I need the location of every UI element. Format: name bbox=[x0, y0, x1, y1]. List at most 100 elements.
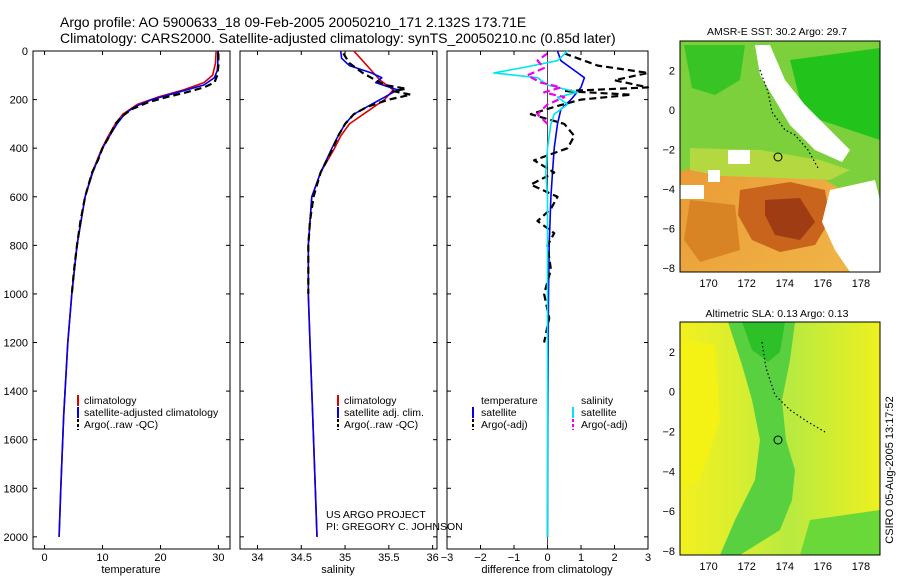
axis-ticks: 0 10 20 30020040060080010001200140016001800… bbox=[4, 46, 871, 573]
sla-green-southeast bbox=[800, 510, 880, 555]
depth-tick-label: 1400 bbox=[4, 386, 28, 398]
legend-label-satellite: satellite-adjusted climatology bbox=[84, 407, 219, 419]
sst-bright-green-patch bbox=[790, 48, 880, 140]
temperature-legend: climatology satellite-adjusted climatolo… bbox=[77, 395, 219, 431]
series-line-salinity-satellite bbox=[493, 50, 579, 537]
sla-map bbox=[680, 322, 880, 555]
salinity-panel-frame bbox=[239, 50, 438, 550]
sst-missing-data-strip bbox=[755, 45, 850, 162]
legend-label-climatology: climatology bbox=[84, 395, 137, 407]
salinity-curves bbox=[307, 50, 412, 537]
legend-label-temp-satellite: satellite bbox=[481, 407, 517, 419]
legend-label-sal-satellite: satellite bbox=[581, 407, 617, 419]
series-line-climatology bbox=[58, 50, 217, 537]
sst-map-y-tick-label: −2 bbox=[662, 145, 675, 157]
sst-map-frame bbox=[679, 40, 881, 273]
temperature-x-tick-label: 20 bbox=[154, 552, 166, 564]
depth-tick-label: 1600 bbox=[4, 435, 28, 447]
depth-tick-label: 2000 bbox=[4, 532, 28, 544]
sla-map-y-tick-label: 0 bbox=[669, 387, 675, 399]
depth-tick-label: 1200 bbox=[4, 338, 28, 350]
temperature-curves bbox=[58, 50, 220, 537]
temperature-panel-frame bbox=[32, 50, 231, 550]
legend-label-argo: Argo(..raw -QC) bbox=[84, 419, 158, 431]
depth-tick-label: 600 bbox=[10, 192, 28, 204]
sst-missing-data-patch bbox=[708, 170, 720, 182]
legend-label-climatology: climatology bbox=[344, 395, 397, 407]
sla-map-x-tick-label: 172 bbox=[737, 561, 755, 573]
float-position-marker bbox=[773, 152, 783, 162]
sla-map-x-tick-label: 178 bbox=[852, 561, 870, 573]
sst-map bbox=[680, 41, 880, 272]
sst-bright-green-patch-west bbox=[684, 45, 745, 95]
depth-tick-label: 400 bbox=[10, 143, 28, 155]
sst-map-x-tick-label: 174 bbox=[776, 278, 794, 290]
sst-map-y-tick-label: −8 bbox=[662, 263, 675, 275]
salinity-x-tick-label: 34 bbox=[251, 552, 263, 564]
figure-title-line2: Climatology: CARS2000. Satellite-adjuste… bbox=[60, 30, 616, 46]
legend-label-satellite: satellite adj. clim. bbox=[344, 407, 424, 419]
island-markers bbox=[761, 341, 826, 433]
sst-missing-data-patch bbox=[680, 185, 704, 199]
legend-header-salinity: salinity bbox=[581, 395, 614, 407]
difference-legend: temperature satellite Argo(-adj) salinit… bbox=[472, 395, 628, 431]
temperature-axis-label: temperature bbox=[101, 564, 160, 576]
sst-map-x-tick-label: 172 bbox=[737, 278, 755, 290]
depth-tick-label: 0 bbox=[22, 46, 28, 58]
sla-map-x-tick-label: 170 bbox=[699, 561, 717, 573]
difference-x-tick-label: −2 bbox=[474, 552, 487, 564]
difference-x-tick-label: 1 bbox=[578, 552, 584, 564]
salinity-x-tick-label: 34.5 bbox=[291, 552, 312, 564]
temperature-x-tick-label: 10 bbox=[96, 552, 108, 564]
difference-x-tick-label: 3 bbox=[645, 552, 651, 564]
sla-map-y-tick-label: −4 bbox=[662, 466, 675, 478]
creation-timestamp: CSIRO 05-Aug-2005 13:17:52 bbox=[884, 396, 896, 543]
sst-warm-southwest bbox=[684, 200, 740, 262]
sla-map-title: Altimetric SLA: 0.13 Argo: 0.13 bbox=[706, 308, 849, 320]
difference-x-tick-label: 0 bbox=[544, 552, 550, 564]
project-credit-line2: PI: GREGORY C. JOHNSON bbox=[326, 521, 463, 533]
legend-label-temp-argo: Argo(-adj) bbox=[481, 419, 528, 431]
temperature-x-tick-label: 0 bbox=[42, 552, 48, 564]
salinity-x-tick-label: 35.5 bbox=[378, 552, 399, 564]
sla-map-x-tick-label: 174 bbox=[776, 561, 794, 573]
sst-map-y-tick-label: 2 bbox=[669, 66, 675, 78]
sla-map-x-tick-label: 176 bbox=[814, 561, 832, 573]
difference-curves bbox=[493, 50, 650, 549]
figure-title-line1: Argo profile: AO 5900633_18 09-Feb-2005 … bbox=[60, 14, 527, 30]
sla-green-band bbox=[720, 322, 795, 555]
sst-map-x-tick-label: 178 bbox=[852, 278, 870, 290]
island-markers bbox=[759, 69, 819, 169]
depth-tick-label: 1800 bbox=[4, 483, 28, 495]
sst-map-y-tick-label: −6 bbox=[662, 224, 675, 236]
sla-map-y-tick-label: −6 bbox=[662, 506, 675, 518]
salinity-x-tick-label: 35 bbox=[339, 552, 351, 564]
salinity-x-tick-label: 36 bbox=[426, 552, 438, 564]
sst-map-title: AMSR-E SST: 30.2 Argo: 29.7 bbox=[707, 26, 847, 38]
sst-hot-center bbox=[765, 198, 815, 240]
series-line-argo-raw-qc bbox=[307, 52, 412, 294]
series-line-temperature-satellite bbox=[546, 50, 586, 537]
legend-label-sal-argo: Argo(-adj) bbox=[581, 419, 628, 431]
sst-map-x-tick-label: 170 bbox=[699, 278, 717, 290]
difference-x-tick-label: −1 bbox=[508, 552, 521, 564]
difference-axis-label: difference from climatology bbox=[481, 564, 613, 576]
legend-label-argo: Argo(..raw -QC) bbox=[344, 419, 418, 431]
depth-tick-label: 1000 bbox=[4, 289, 28, 301]
sst-map-y-tick-label: −4 bbox=[662, 184, 675, 196]
series-line-satellite-adj-clim bbox=[307, 50, 399, 537]
temperature-x-tick-label: 30 bbox=[212, 552, 224, 564]
series-line-argo-raw-qc bbox=[70, 53, 220, 295]
sla-map-y-tick-label: −2 bbox=[662, 427, 675, 439]
project-credit-line1: US ARGO PROJECT bbox=[326, 509, 426, 521]
sst-map-y-tick-label: 0 bbox=[669, 105, 675, 117]
legend-header-temperature: temperature bbox=[481, 395, 538, 407]
sla-map-frame bbox=[679, 321, 881, 556]
series-line-climatology bbox=[307, 50, 395, 537]
difference-x-tick-label: 2 bbox=[611, 552, 617, 564]
depth-tick-label: 200 bbox=[10, 95, 28, 107]
sst-missing-data-east bbox=[822, 180, 880, 272]
sst-map-x-tick-label: 176 bbox=[814, 278, 832, 290]
